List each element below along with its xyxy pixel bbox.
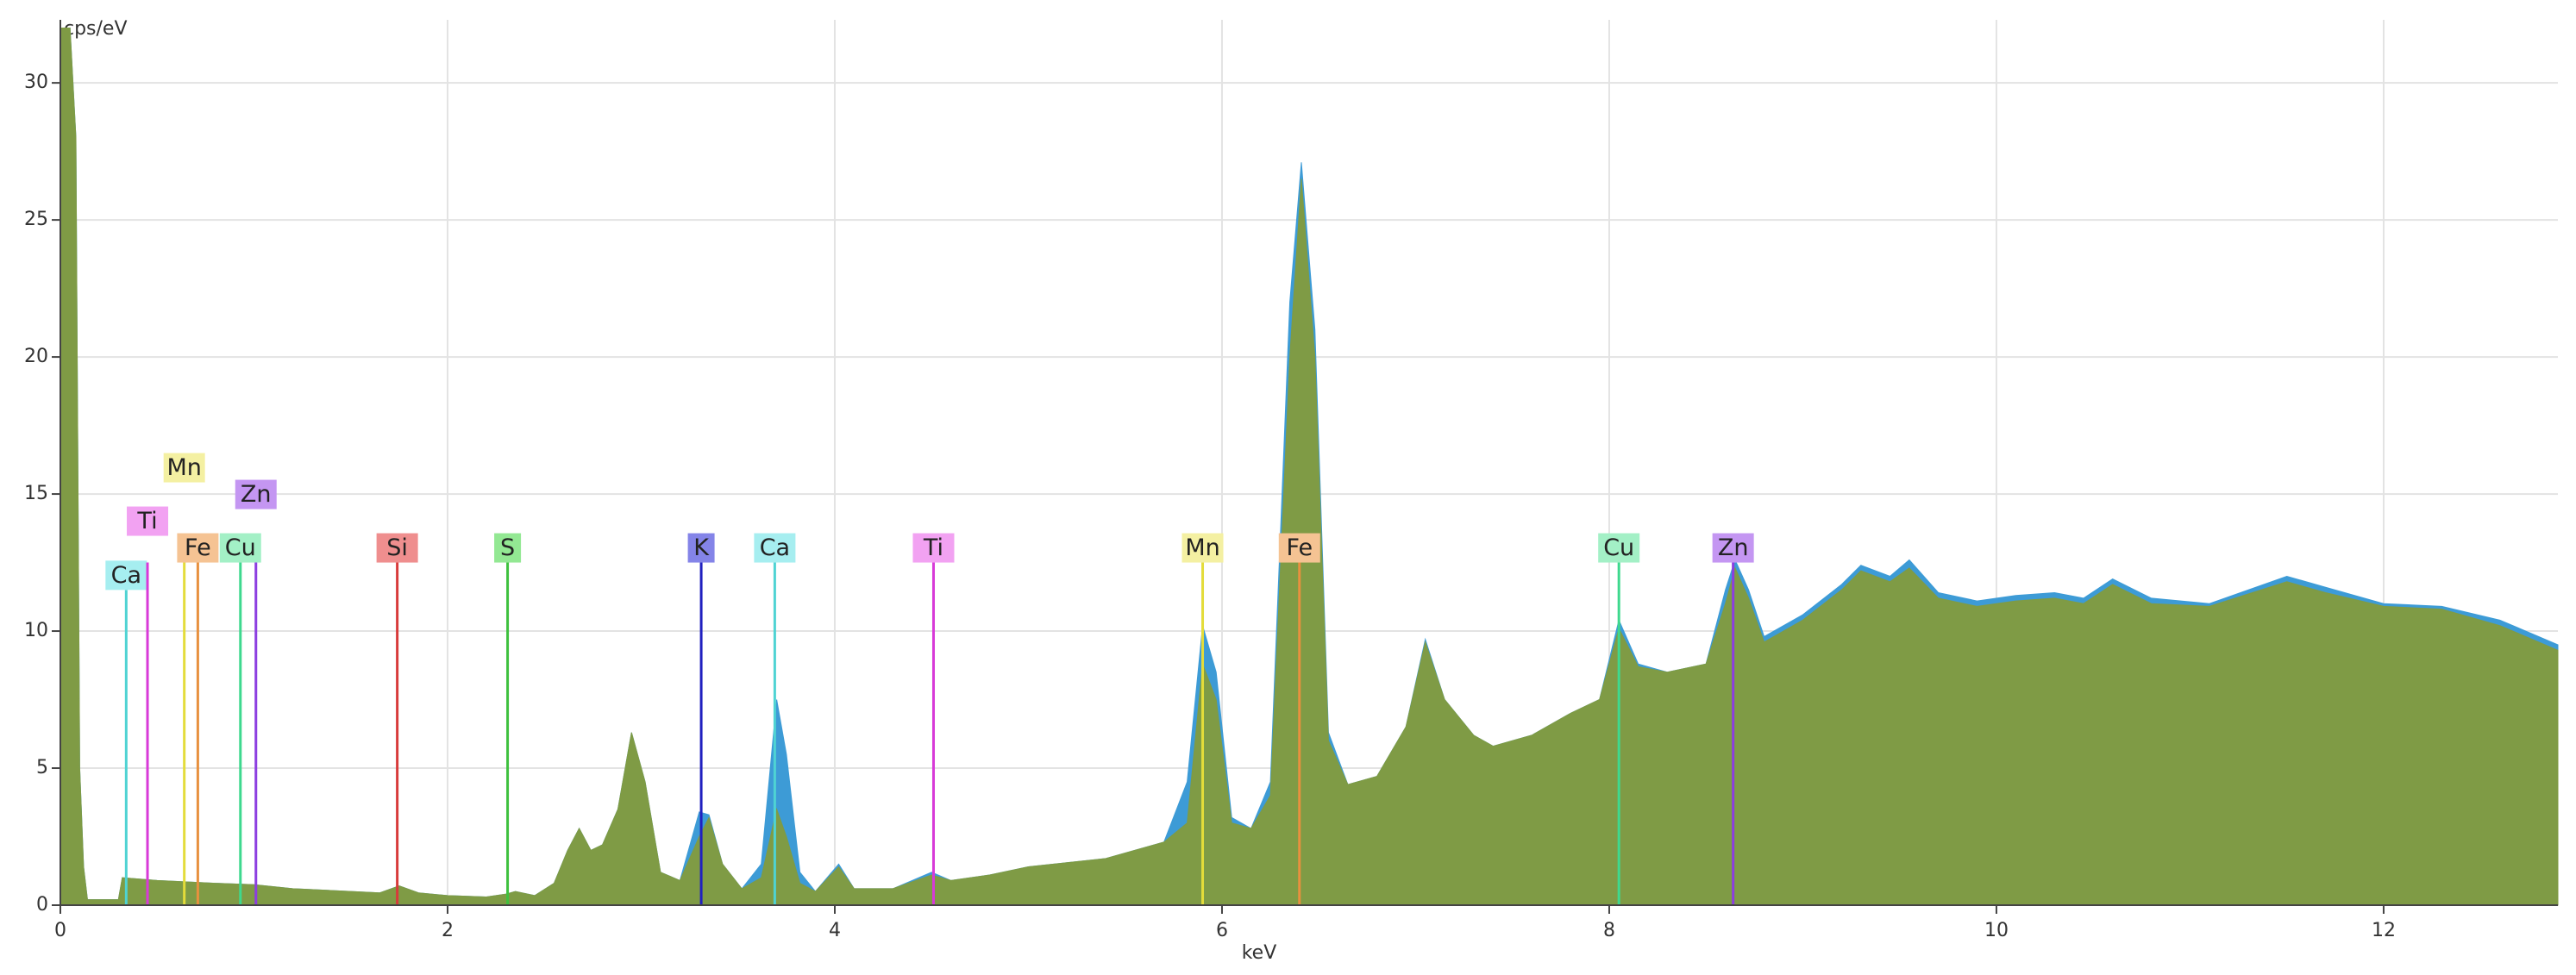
element-label-box [163,453,205,483]
y-tick-label: 25 [24,209,48,230]
element-label-text: Cu [1603,534,1634,561]
element-label-box [687,533,715,563]
y-tick-label: 10 [24,620,48,641]
element-label: Zn [1712,533,1754,563]
y-tick-label: 15 [24,483,48,504]
element-label-text: K [693,534,710,561]
element-label: Zn [235,479,277,509]
element-label-text: Zn [241,481,272,508]
element-label-box [177,533,219,563]
element-label-text: Cu [225,534,256,561]
element-label: Mn [163,453,205,483]
element-label-text: Fe [185,534,211,561]
element-label-box [105,560,147,591]
element-label-text: Ti [136,508,157,534]
x-tick-label: 4 [829,920,841,941]
element-label: Mn [1181,533,1224,563]
y-tick-label: 20 [24,346,48,367]
element-label: K [687,533,715,563]
element-label-box [754,533,796,563]
element-label-box [235,479,277,509]
element-label-box [219,533,261,563]
element-label: Fe [177,533,219,563]
element-label-box [494,533,522,563]
element-label: Ti [127,506,169,536]
x-tick-label: 6 [1216,920,1228,941]
element-label-text: Fe [1286,534,1313,561]
x-axis-label: keV [1242,942,1277,964]
element-label: Fe [1278,533,1320,563]
element-label: S [494,533,522,563]
element-label-box [1278,533,1320,563]
y-tick-label: 5 [36,757,48,778]
element-label-box [912,533,955,563]
element-label: Si [376,533,418,563]
x-tick-label: 2 [442,920,454,941]
element-label-text: Zn [1718,534,1749,561]
y-tick-label: 30 [24,72,48,93]
element-label-text: Si [386,534,408,561]
element-label-box [1712,533,1754,563]
element-label-text: Mn [1185,534,1219,561]
y-tick-label: 0 [36,894,48,916]
x-tick-label: 0 [54,920,66,941]
element-label-box [376,533,418,563]
element-label: Cu [219,533,261,563]
element-label-text: S [500,534,515,561]
x-tick-label: 10 [1984,920,2009,941]
spectrum-area [60,28,2559,906]
element-label-box [1181,533,1224,563]
element-label: Ti [912,533,955,563]
element-label: Ca [754,533,796,563]
x-tick-label: 12 [2372,920,2396,941]
x-tick-label: 8 [1603,920,1615,941]
y-axis-label: cps/eV [64,18,128,40]
element-label-text: Ti [923,534,943,561]
element-label-text: Ca [111,562,141,589]
element-label-text: Mn [166,454,201,481]
element-label: Cu [1598,533,1640,563]
element-label-text: Ca [760,534,790,561]
element-label-box [1598,533,1640,563]
element-label-box [127,506,169,536]
element-label: Ca [105,560,147,591]
